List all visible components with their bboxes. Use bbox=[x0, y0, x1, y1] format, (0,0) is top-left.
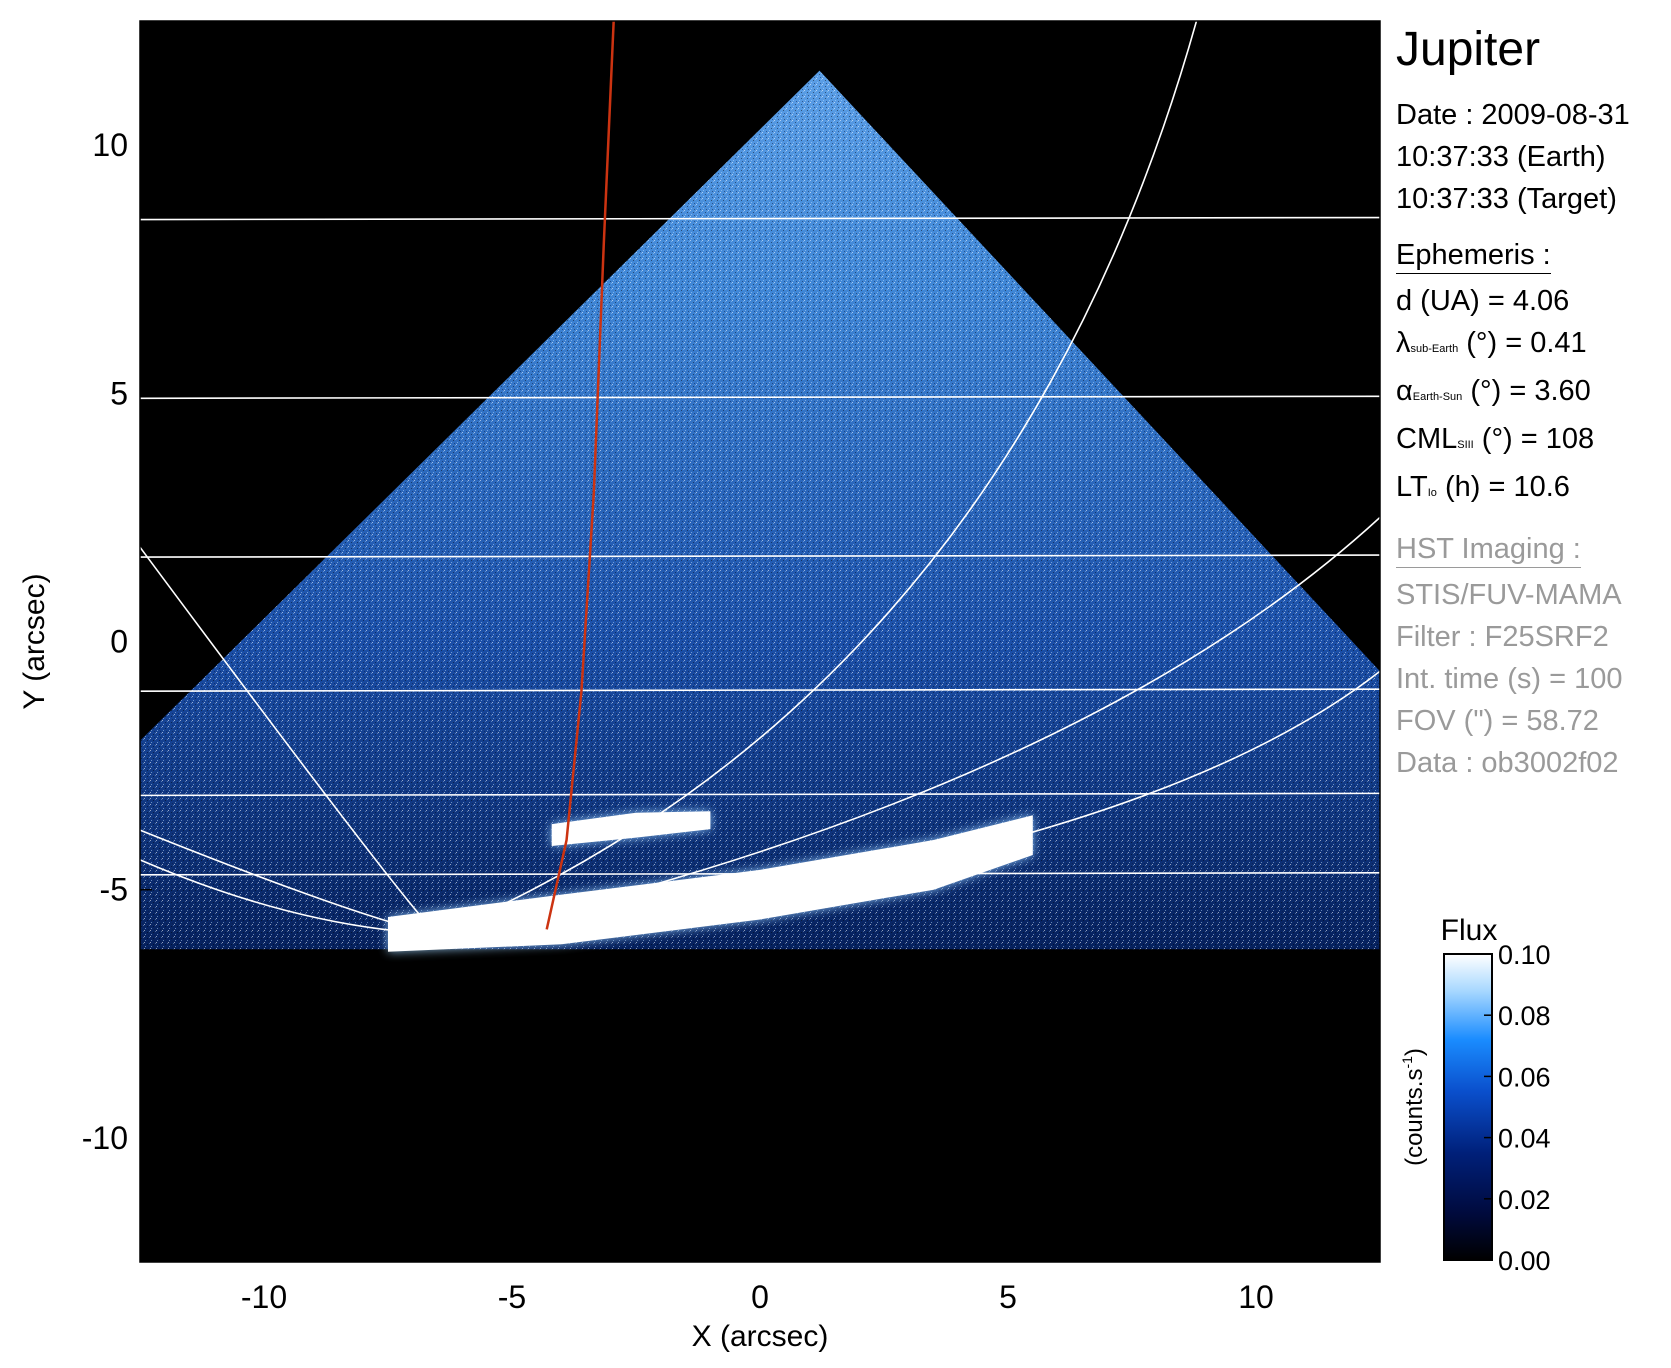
ephemeris-distance: d (UA) = 4.06 bbox=[1396, 285, 1570, 317]
lt-symbol: LT bbox=[1396, 471, 1428, 503]
ephemeris-lambda: λsub-Earth (°) = 0.41 bbox=[1396, 322, 1666, 370]
latitude-line-0 bbox=[140, 216, 1380, 221]
latitude-lines bbox=[140, 216, 1380, 876]
x-tick-label-2: 0 bbox=[751, 1279, 769, 1315]
y-axis-label: Y (arcsec) bbox=[18, 573, 51, 709]
hst-fov: FOV (") = 58.72 bbox=[1396, 705, 1599, 737]
ephemeris-cml: CMLSIII (°) = 108 bbox=[1396, 418, 1666, 466]
latitude-line-4 bbox=[140, 792, 1380, 797]
colorbar-unit-text: (counts.s bbox=[1401, 1069, 1428, 1166]
latitude-line-5 bbox=[140, 872, 1380, 876]
colorbar-ticks: 0.10 0.08 0.06 0.04 0.02 0.00 bbox=[1484, 940, 1551, 1276]
colorbar-gradient bbox=[1443, 953, 1493, 1261]
colorbar-tick-label-0: 0.10 bbox=[1498, 940, 1551, 970]
lambda-symbol: λ bbox=[1396, 327, 1411, 359]
hst-instrument: STIS/FUV-MAMA bbox=[1396, 579, 1622, 611]
cml-symbol: CML bbox=[1396, 423, 1458, 455]
planet-title: Jupiter bbox=[1396, 23, 1541, 76]
latitude-line-2 bbox=[140, 554, 1380, 558]
y-tick-label-3: -5 bbox=[100, 872, 128, 908]
latitude-line-1 bbox=[140, 395, 1380, 400]
colorbar: Flux 0.10 0.08 0.06 0.04 0.02 0.00 (counts.s-… bbox=[1399, 914, 1551, 1276]
meridian-curve-5 bbox=[462, 670, 1380, 936]
latitude-line-3 bbox=[140, 688, 1380, 692]
meridian-curve-0 bbox=[140, 546, 439, 935]
plot-area: -10 -5 0 5 10 10 5 0 -5 -10 X (arcsec) Y (arcsec… bbox=[18, 20, 1381, 1353]
ephemeris-alpha: αEarth-Sun (°) = 3.60 bbox=[1396, 370, 1666, 418]
lambda-subscript: sub-Earth bbox=[1410, 343, 1459, 355]
cml-subscript: SIII bbox=[1457, 439, 1474, 451]
aurora-arc-1 bbox=[551, 811, 711, 847]
lambda-value: (°) = 0.41 bbox=[1458, 327, 1587, 359]
data-wedge-noise bbox=[140, 70, 1380, 950]
hst-header: HST Imaging : bbox=[1396, 531, 1581, 568]
cml-value: (°) = 108 bbox=[1473, 423, 1595, 455]
colorbar-unit-label: (counts.s-1) bbox=[1399, 1048, 1428, 1166]
x-tick-label-3: 5 bbox=[999, 1279, 1017, 1315]
meridian-curve-3 bbox=[437, 21, 1198, 936]
meridian-curve-2 bbox=[140, 859, 463, 936]
colorbar-tick-label-1: 0.08 bbox=[1498, 1001, 1551, 1031]
alpha-symbol: α bbox=[1396, 375, 1413, 407]
ephemeris-header: Ephemeris : bbox=[1396, 237, 1551, 274]
io-footpath-line bbox=[545, 21, 615, 930]
ephemeris-lt: LTIo (h) = 10.6 bbox=[1396, 466, 1666, 514]
colorbar-unit-close: ) bbox=[1401, 1048, 1428, 1056]
observation-time-earth: 10:37:33 (Earth) bbox=[1396, 141, 1606, 173]
alpha-subscript: Earth-Sun bbox=[1412, 391, 1463, 403]
lt-value: (h) = 10.6 bbox=[1436, 471, 1570, 503]
hst-filter: Filter : F25SRF2 bbox=[1396, 621, 1609, 653]
x-tick-label-1: -5 bbox=[498, 1279, 526, 1315]
hst-int-time: Int. time (s) = 100 bbox=[1396, 663, 1623, 695]
hst-data-id: Data : ob3002f02 bbox=[1396, 747, 1619, 779]
colorbar-title: Flux bbox=[1441, 914, 1498, 947]
observation-time-target: 10:37:33 (Target) bbox=[1396, 183, 1617, 215]
y-axis-ticks: 10 5 0 -5 -10 bbox=[82, 127, 152, 1156]
info-panel: Jupiter Date : 2009-08-31 10:37:33 (Eart… bbox=[1396, 20, 1666, 784]
x-tick-label-4: 10 bbox=[1238, 1279, 1274, 1315]
colorbar-tick-label-2: 0.06 bbox=[1498, 1062, 1551, 1092]
alpha-value: (°) = 3.60 bbox=[1462, 375, 1591, 407]
meridian-curve-1 bbox=[140, 829, 438, 936]
meridian-lines bbox=[140, 21, 1380, 936]
observation-date: Date : 2009-08-31 bbox=[1396, 99, 1630, 131]
y-tick-label-2: 0 bbox=[110, 624, 128, 660]
y-tick-label-4: -10 bbox=[82, 1120, 128, 1156]
colorbar-tick-label-3: 0.04 bbox=[1498, 1124, 1551, 1154]
y-tick-label-1: 5 bbox=[110, 375, 128, 411]
x-tick-label-0: -10 bbox=[241, 1279, 287, 1315]
colorbar-tick-label-5: 0.00 bbox=[1498, 1246, 1551, 1276]
x-axis-ticks: -10 -5 0 5 10 bbox=[241, 1250, 1274, 1315]
meridian-curve-4 bbox=[462, 516, 1380, 936]
x-axis-label: X (arcsec) bbox=[692, 1320, 829, 1353]
y-tick-label-0: 10 bbox=[92, 127, 128, 163]
colorbar-unit-exponent: -1 bbox=[1399, 1056, 1415, 1069]
colorbar-tick-label-4: 0.02 bbox=[1498, 1185, 1551, 1215]
lt-subscript: Io bbox=[1427, 487, 1437, 499]
